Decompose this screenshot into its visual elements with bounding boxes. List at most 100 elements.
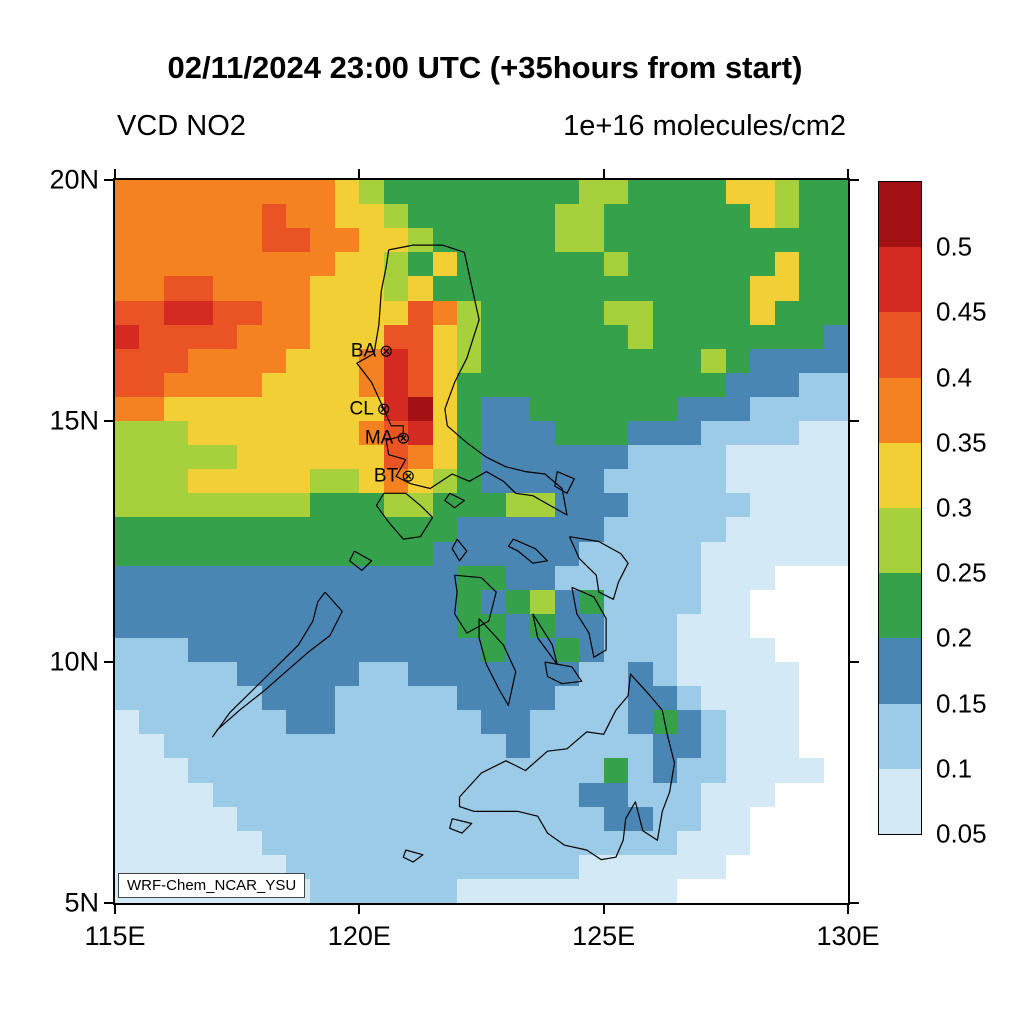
heatmap-cell [676, 276, 702, 301]
heatmap-cell [676, 204, 702, 229]
heatmap-cell [383, 324, 409, 349]
model-label: WRF-Chem_NCAR_YSU [118, 873, 306, 898]
heatmap-cell [579, 421, 604, 446]
heatmap-cell [163, 204, 189, 229]
colorbar-tick-label: 0.1 [936, 753, 973, 784]
heatmap-cell [725, 637, 751, 662]
heatmap-cell [481, 806, 506, 831]
heatmap-cell [139, 565, 164, 590]
heatmap-cell [676, 493, 702, 518]
y-axis-tick [104, 420, 113, 422]
heatmap-cell [725, 854, 751, 879]
heatmap-cell [725, 734, 751, 759]
heatmap-cell [579, 493, 604, 518]
heatmap-cell [823, 372, 848, 397]
colorbar-segment [879, 638, 921, 704]
heatmap-cell [579, 806, 604, 831]
heatmap-cell [188, 782, 213, 807]
heatmap-cell [701, 372, 726, 397]
heatmap-cell [359, 613, 384, 638]
heatmap-cell [212, 613, 238, 638]
heatmap-cell [188, 324, 213, 349]
heatmap-cell [408, 710, 433, 735]
heatmap-cell [359, 662, 384, 687]
heatmap-cell [505, 469, 531, 494]
heatmap-cell [237, 252, 262, 277]
heatmap-cell [139, 396, 164, 421]
heatmap-cell [334, 228, 360, 253]
heatmap-cell [310, 204, 335, 229]
heatmap-cell [505, 252, 531, 277]
heatmap-cell [799, 252, 824, 277]
heatmap-cell [163, 348, 189, 373]
heatmap-cell [554, 180, 580, 205]
heatmap-cell [432, 734, 458, 759]
heatmap-cell [725, 421, 751, 446]
heatmap-cell [237, 758, 262, 783]
heatmap-cell [799, 637, 824, 662]
heatmap-cell [212, 445, 238, 470]
station-label: BT [373, 465, 399, 487]
heatmap-cell [237, 565, 262, 590]
y-axis-tick [104, 661, 113, 663]
heatmap-cell [286, 541, 311, 566]
heatmap-cell [432, 854, 458, 879]
heatmap-cell [823, 878, 848, 903]
heatmap-cell [115, 252, 140, 277]
heatmap-cell [383, 686, 409, 711]
heatmap-cell [334, 469, 360, 494]
heatmap-cell [212, 686, 238, 711]
heatmap-cell [163, 613, 189, 638]
heatmap-cell [554, 204, 580, 229]
heatmap-cell [603, 180, 629, 205]
heatmap-cell [212, 348, 238, 373]
heatmap-cell [359, 445, 384, 470]
heatmap-cell [212, 541, 238, 566]
heatmap-cell [212, 493, 238, 518]
heatmap-cell [799, 710, 824, 735]
heatmap-cell [799, 613, 824, 638]
heatmap-cell [334, 686, 360, 711]
heatmap-cell [163, 565, 189, 590]
heatmap-cell [505, 421, 531, 446]
heatmap-cell [505, 493, 531, 518]
heatmap-cell [212, 204, 238, 229]
heatmap-cell [701, 396, 726, 421]
heatmap-cell [505, 396, 531, 421]
heatmap-cell [750, 204, 775, 229]
coastline [571, 586, 607, 658]
heatmap-cell [359, 324, 384, 349]
heatmap-cell [432, 300, 458, 325]
heatmap-cell [652, 589, 677, 614]
coastline [454, 574, 497, 634]
heatmap-cell [774, 469, 800, 494]
heatmap-cell [212, 782, 238, 807]
heatmap-cell [237, 686, 262, 711]
heatmap-cell [628, 589, 653, 614]
x-axis-tick-label: 115E [84, 921, 146, 951]
heatmap-cell [212, 276, 238, 301]
heatmap-cell [701, 686, 726, 711]
heatmap-cell [652, 613, 677, 638]
heatmap-cell [505, 517, 531, 542]
heatmap-cell [628, 878, 653, 903]
heatmap-cell [823, 565, 848, 590]
heatmap-cell [652, 180, 677, 205]
colorbar-segment [879, 573, 921, 639]
heatmap-cell [701, 541, 726, 566]
heatmap-cell [799, 662, 824, 687]
heatmap-cell [261, 180, 287, 205]
heatmap-cell [750, 180, 775, 205]
heatmap-cell [579, 396, 604, 421]
heatmap-cell [261, 589, 287, 614]
heatmap-cell [603, 421, 629, 446]
heatmap-cell [725, 324, 751, 349]
heatmap-cell [163, 493, 189, 518]
heatmap-cell [628, 421, 653, 446]
heatmap-cell [701, 662, 726, 687]
heatmap-cell [799, 324, 824, 349]
heatmap-cell [701, 204, 726, 229]
heatmap-cell [359, 878, 384, 903]
heatmap-cell [481, 180, 506, 205]
heatmap-cell [823, 517, 848, 542]
